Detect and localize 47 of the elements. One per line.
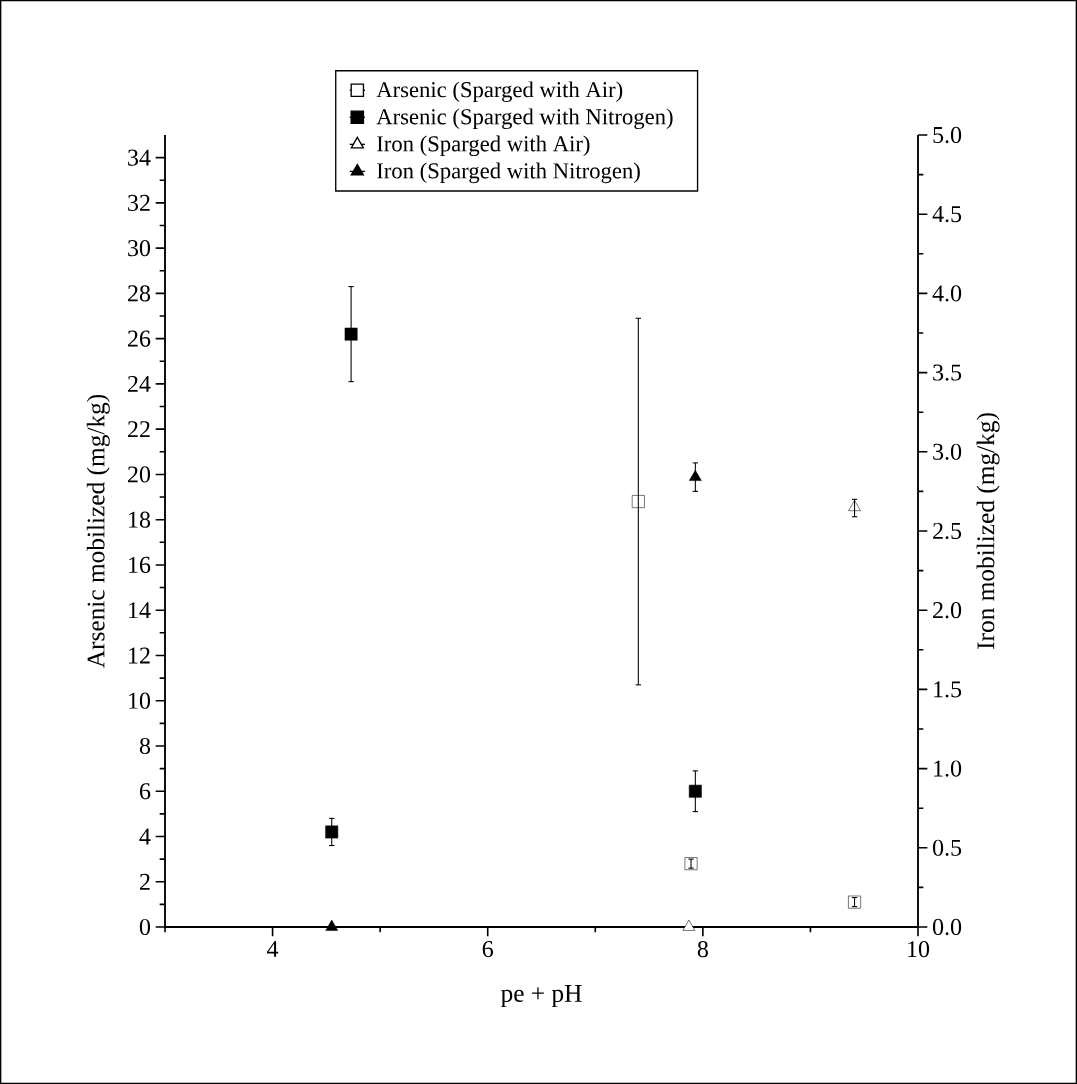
legend-label: Iron (Sparged with Air) (377, 135, 590, 157)
y2-tick-label: 0.5 (932, 839, 962, 856)
y-tick-label: 34 (128, 149, 151, 166)
y2-tick-label: 1.0 (934, 760, 962, 777)
x-tick-label: 10 (908, 941, 930, 958)
y-tick-label: 26 (128, 330, 151, 347)
y2-tick-label: 5.0 (933, 126, 962, 144)
y-tick-label: 20 (128, 466, 151, 483)
y-tick-label: 6 (139, 783, 151, 800)
x-tick-label: 8 (697, 941, 708, 958)
y-tick-label: 28 (128, 285, 151, 302)
y-tick-label: 8 (139, 737, 151, 755)
legend-label: Arsenic (Sparged with Air) (376, 81, 623, 102)
y2-tick-label: 2.0 (933, 602, 962, 619)
y-tick-label: 30 (128, 240, 151, 257)
y2-tick-label: 2.5 (933, 522, 962, 540)
y2-tick-label: 3.5 (933, 364, 962, 381)
x-tick-label: 6 (482, 941, 494, 958)
y2-tick-label: 4.5 (932, 206, 962, 223)
y-tick-label: 14 (129, 602, 151, 619)
legend-label: Arsenic (Sparged with Nitrogen) (376, 108, 673, 130)
y-tick-label: 18 (129, 511, 151, 528)
x-tick-label: 4 (267, 941, 279, 957)
y-axis-title: Arsenic mobilized (mg/kg) (86, 394, 110, 668)
point (325, 825, 339, 839)
y-tick-label: 16 (129, 556, 151, 573)
point (344, 327, 358, 341)
x-axis-title: pe + pH (501, 985, 582, 1008)
y2-tick-label: 1.5 (934, 681, 962, 698)
point (682, 919, 696, 931)
y-tick-label: 4 (139, 828, 151, 845)
legend-label: Iron (Sparged with Nitrogen) (377, 162, 640, 184)
point (631, 495, 645, 508)
y-tick-label: 2 (140, 873, 150, 890)
point (325, 919, 339, 931)
y-tick-label: 12 (129, 647, 150, 664)
point (688, 784, 702, 798)
y-tick-label: 0 (139, 918, 151, 936)
y-tick-label: 24 (128, 375, 151, 392)
y2-tick-label: 0.0 (932, 918, 962, 936)
y2-axis-title: Iron mobilized (mg/kg) (976, 413, 1000, 649)
y-tick-label: 10 (129, 692, 151, 709)
y-tick-label: 22 (128, 421, 150, 438)
y-tick-label: 32 (128, 194, 150, 211)
y2-tick-label: 3.0 (933, 443, 962, 460)
point (689, 469, 702, 481)
y2-tick-label: 4.0 (932, 285, 962, 302)
